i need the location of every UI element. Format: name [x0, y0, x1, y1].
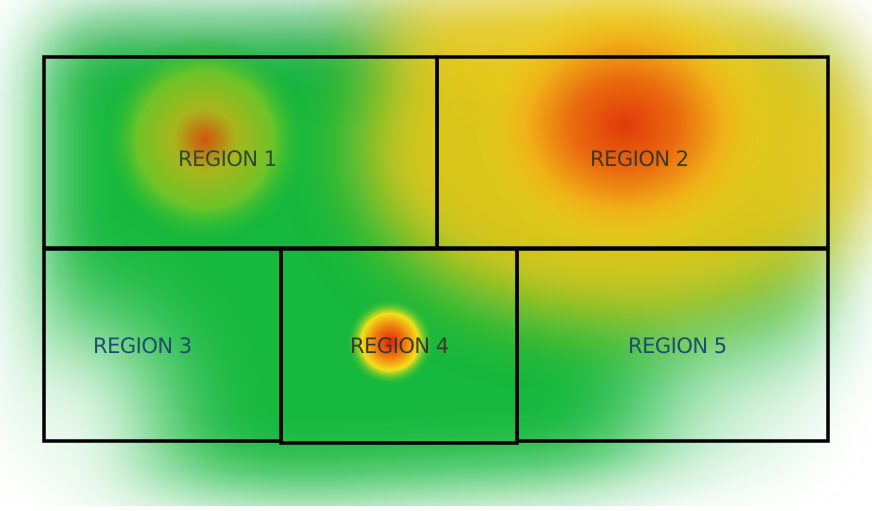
region-5-box: [515, 247, 830, 443]
region-1-label: REGION 1: [178, 147, 277, 171]
region-2-label: REGION 2: [590, 147, 689, 171]
hotspot-region-1: [100, 35, 310, 245]
region-3-label: REGION 3: [93, 334, 192, 358]
region-4-label: REGION 4: [350, 334, 449, 358]
region-outlines: [42, 55, 830, 445]
region-5-label: REGION 5: [628, 334, 727, 358]
hotspot-region-2: [475, 0, 775, 255]
hotspot-region-4: [346, 298, 434, 386]
